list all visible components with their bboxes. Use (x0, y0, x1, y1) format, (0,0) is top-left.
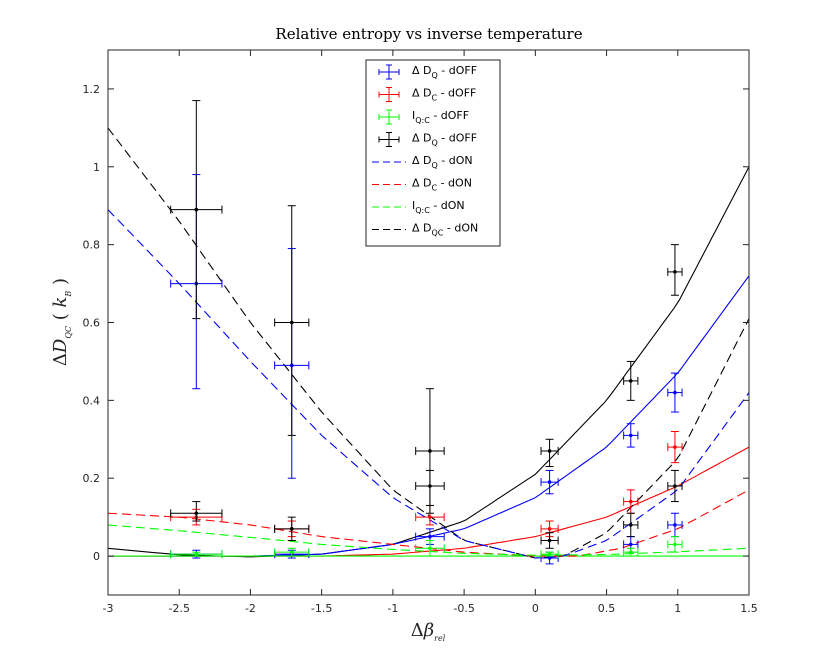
data-point (289, 527, 294, 531)
x-axis-ticks: -3 -2.5 -2 -1.5 -1 -0.5 0 0.5 1 1.5 (103, 50, 758, 615)
data-point (628, 433, 633, 438)
legend-label: Δ DC - dOFF (412, 87, 476, 103)
legend-label: Δ DQ - dOFF (412, 64, 477, 80)
data-point (194, 511, 199, 516)
data-point (628, 550, 633, 554)
legend: Δ DQ - dOFF Δ DC - dOFF IQ:C - dOFF Δ DQ - … (365, 59, 501, 247)
legend-entry: Δ DQ - dOFF (378, 132, 477, 148)
legend-box (365, 59, 501, 247)
legend-label: IQ:C - dOFF (412, 109, 469, 125)
data-point (428, 484, 432, 488)
y-tick-label: 1 (93, 161, 100, 174)
data-point (628, 379, 633, 383)
x-tick-label: -1 (387, 602, 398, 615)
data-point (194, 552, 199, 556)
data-point (428, 534, 432, 539)
errorbar-point (667, 431, 683, 464)
legend-entry: Δ DC - dOFF (378, 87, 476, 103)
errorbar-point (667, 244, 683, 296)
legend-label: IQ:C - dON (412, 199, 465, 215)
data-point (628, 523, 633, 527)
x-tick-label: -2.5 (168, 602, 189, 615)
data-point (547, 480, 552, 484)
errorbar-point (170, 501, 223, 522)
legend-label: Δ DC - dON (412, 177, 472, 193)
data-point (547, 449, 552, 453)
y-tick-label: 0.8 (83, 239, 101, 252)
y-axis-ticks: 0 0.2 0.4 0.6 0.8 1 1.2 (83, 83, 749, 563)
data-point (673, 484, 677, 488)
data-point (547, 538, 552, 543)
x-tick-label: 0.5 (598, 602, 616, 615)
data-point (547, 556, 552, 560)
errorbar-point (540, 520, 559, 538)
errorbar-point (415, 540, 445, 557)
errorbar-point (667, 469, 683, 503)
data-point (673, 270, 677, 274)
chart-title: Relative entropy vs inverse temperature (275, 25, 582, 43)
errorbar-point (667, 372, 683, 413)
data-point (547, 552, 552, 556)
errorbar-point (274, 516, 310, 541)
legend-entry: Δ DC - dON (372, 177, 472, 193)
errorbar-point (667, 536, 683, 553)
x-tick-label: 0 (532, 602, 539, 615)
legend-label: Δ DQC - dON (412, 222, 478, 238)
y-tick-label: 0 (93, 550, 100, 563)
x-axis-label: Δβrel (411, 620, 446, 643)
errorbar-point (540, 550, 559, 559)
errorbar-point (623, 360, 639, 401)
x-tick-label: -1.5 (311, 602, 332, 615)
errorbar-point (540, 438, 559, 468)
data-point (673, 445, 677, 449)
errorbar-point (274, 205, 310, 436)
dashed-fit-curve (107, 524, 750, 556)
legend-entry: Δ DQ - dOFF (378, 64, 477, 80)
x-tick-label: -2 (245, 602, 256, 615)
legend-entry: IQ:C - dOFF (378, 109, 469, 125)
errorbar-point (415, 469, 445, 506)
errorbar-point (170, 550, 223, 559)
errorbar-point (274, 547, 310, 557)
data-point (673, 523, 677, 527)
dashed-fit-curve (107, 209, 750, 559)
dashed-fit-curve (107, 127, 750, 559)
errorbar-point (170, 100, 223, 320)
y-tick-label: 0.4 (83, 394, 101, 407)
legend-label: Δ DQ - dON (412, 154, 473, 170)
errorbar-point (540, 469, 559, 495)
errorbar-points (170, 100, 683, 565)
data-point (673, 542, 677, 547)
x-tick-label: 1 (674, 602, 681, 615)
data-point (547, 527, 552, 531)
errorbar-point (540, 532, 559, 549)
data-point (428, 449, 432, 453)
errorbar-point (623, 547, 639, 557)
y-axis-label: ΔDQC ( kB ) (50, 278, 73, 366)
y-tick-label: 1.2 (83, 83, 101, 96)
data-point (428, 546, 432, 551)
data-point (289, 550, 294, 554)
legend-label: Δ DQ - dOFF (412, 132, 477, 148)
legend-entry: IQ:C - dON (372, 199, 465, 215)
legend-entry: Δ DQ - dON (372, 154, 473, 170)
x-tick-label: 1.5 (740, 602, 758, 615)
data-point (628, 542, 633, 547)
legend-entry: Δ DQC - dON (372, 222, 478, 238)
errorbar-point (623, 512, 639, 538)
data-point (428, 515, 432, 519)
data-point (673, 390, 677, 395)
data-point (194, 207, 199, 212)
errorbar-point (623, 423, 639, 448)
x-tick-label: -3 (103, 602, 114, 615)
y-tick-label: 0.2 (83, 472, 101, 485)
data-point (289, 320, 294, 325)
x-tick-label: -0.5 (453, 602, 474, 615)
y-tick-label: 0.6 (83, 317, 101, 330)
data-point (628, 499, 633, 504)
